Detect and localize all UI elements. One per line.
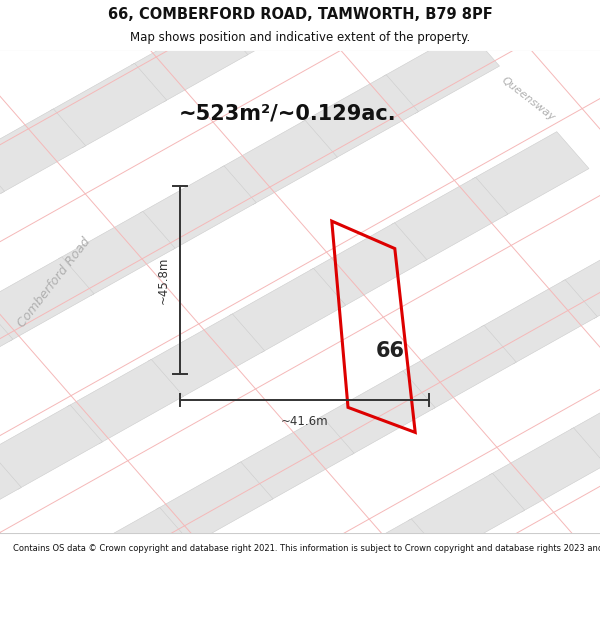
Bar (0, 405, 103, 489)
Bar (0, 0, 77, 45)
Text: Comberford Road: Comberford Road (15, 235, 93, 329)
Text: Map shows position and indicative extent of the property.: Map shows position and indicative extent… (130, 31, 470, 44)
Bar (229, 268, 346, 352)
Bar (327, 519, 443, 603)
Text: ~41.6m: ~41.6m (281, 415, 328, 428)
Bar (0, 154, 5, 239)
Bar (391, 177, 508, 261)
Bar (238, 416, 354, 501)
Text: Queensway: Queensway (499, 76, 557, 123)
Text: ~523m²/~0.129ac.: ~523m²/~0.129ac. (179, 104, 397, 124)
Bar (489, 428, 600, 512)
Bar (400, 325, 516, 409)
Bar (50, 63, 167, 148)
Bar (221, 120, 337, 204)
Text: ~45.8m: ~45.8m (157, 256, 170, 304)
Text: Contains OS data © Crown copyright and database right 2021. This information is : Contains OS data © Crown copyright and d… (13, 544, 600, 552)
Bar (302, 75, 418, 159)
Bar (148, 314, 265, 398)
Bar (59, 211, 175, 296)
Bar (310, 222, 427, 307)
Bar (578, 530, 600, 614)
Bar (157, 462, 273, 546)
Bar (383, 29, 500, 113)
Bar (67, 359, 184, 444)
Bar (319, 371, 435, 455)
Bar (0, 109, 86, 193)
Bar (570, 382, 600, 466)
Bar (408, 473, 524, 558)
Bar (562, 234, 600, 318)
Text: 66: 66 (376, 341, 405, 361)
Bar (76, 508, 192, 592)
Bar (140, 166, 256, 250)
Text: 66, COMBERFORD ROAD, TAMWORTH, B79 8PF: 66, COMBERFORD ROAD, TAMWORTH, B79 8PF (107, 7, 493, 22)
Bar (481, 280, 598, 364)
Bar (0, 257, 94, 341)
Bar (472, 132, 589, 216)
Bar (0, 553, 111, 625)
Bar (212, 0, 329, 56)
Bar (0, 302, 13, 387)
Bar (131, 18, 248, 102)
Bar (0, 451, 22, 535)
